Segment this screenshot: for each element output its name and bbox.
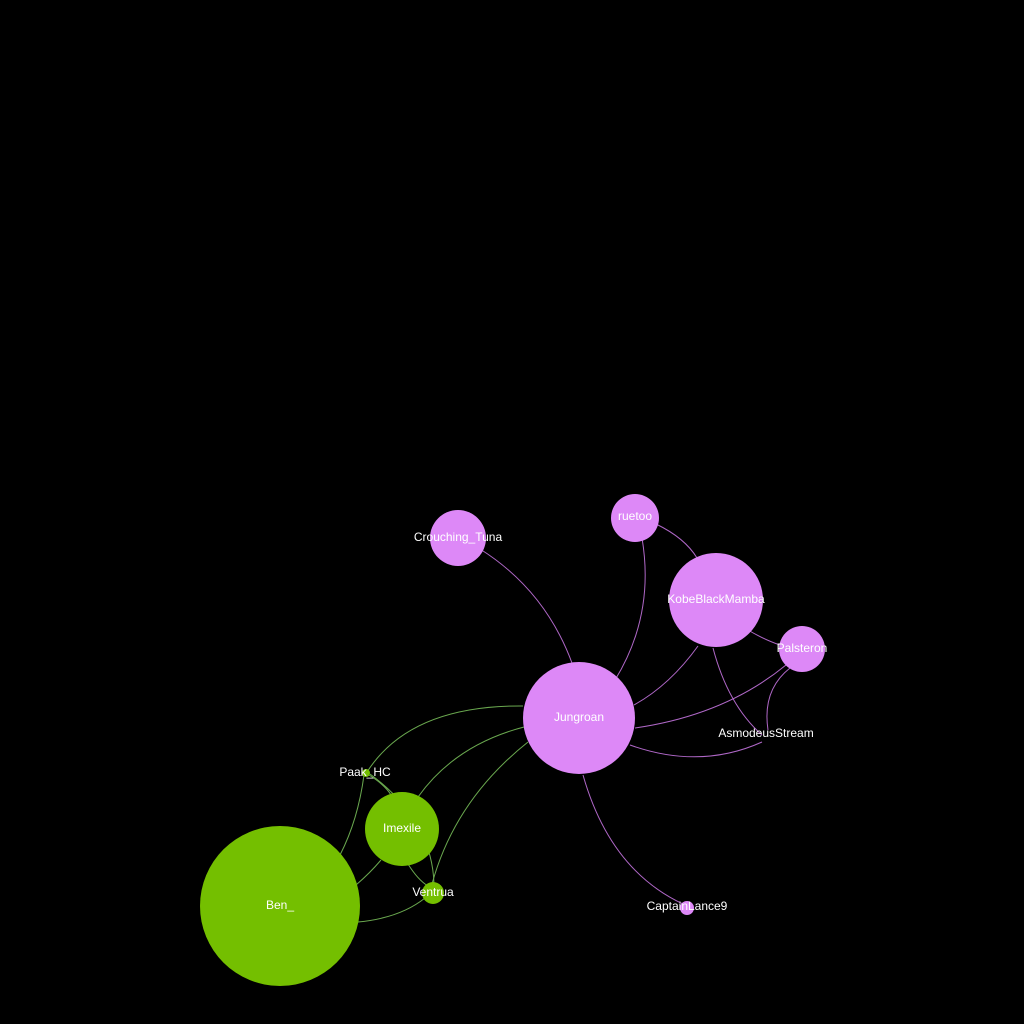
- label-ventrua: Ventrua: [412, 885, 454, 899]
- label-paak-hc: Paak_HC: [339, 765, 391, 779]
- node-captainlance9[interactable]: [680, 901, 694, 915]
- label-kobeblackmamba: KobeBlackMamba: [667, 592, 765, 606]
- labels: Crouching_Tuna ruetoo KobeBlackMamba Pal…: [266, 509, 827, 913]
- edge-palsteron-jungroan: [634, 664, 787, 729]
- node-crouching-tuna[interactable]: [430, 510, 486, 566]
- label-ruetoo: ruetoo: [618, 509, 652, 523]
- node-ruetoo[interactable]: [611, 494, 659, 542]
- edge-imexile-ben: [355, 859, 382, 886]
- node-imexile[interactable]: [365, 792, 439, 866]
- edge-jungroan-ventrua: [431, 741, 529, 885]
- node-ventrua[interactable]: [422, 882, 444, 904]
- node-ben[interactable]: [200, 826, 360, 986]
- edge-paak-ben: [339, 774, 365, 856]
- node-kobeblackmamba[interactable]: [669, 553, 763, 647]
- label-imexile: Imexile: [383, 821, 421, 835]
- edge-asmodeus-jungroan: [629, 741, 763, 758]
- edge-palsteron-asmodeus: [766, 667, 791, 731]
- label-ben: Ben_: [266, 898, 294, 912]
- node-palsteron[interactable]: [779, 626, 825, 672]
- edge-jungroan-imexile: [417, 726, 525, 798]
- node-jungroan[interactable]: [523, 662, 635, 774]
- edge-crouching-jungroan: [479, 548, 573, 664]
- label-jungroan: Jungroan: [554, 710, 604, 724]
- edge-jungroan-paak: [366, 705, 524, 773]
- label-palsteron: Palsteron: [777, 641, 828, 655]
- edge-paak-imexile: [368, 774, 392, 796]
- edge-kobe-jungroan: [633, 645, 699, 706]
- edge-ruetoo-kobe: [655, 523, 698, 559]
- label-asmodeusstream: AsmodeusStream: [718, 726, 813, 740]
- edges: [339, 523, 791, 923]
- node-paak-hc[interactable]: [362, 769, 370, 777]
- edge-ruetoo-jungroan: [614, 537, 646, 681]
- edge-jungroan-captain: [582, 774, 684, 905]
- nodes: [200, 494, 825, 986]
- label-crouching-tuna: Crouching_Tuna: [414, 530, 503, 544]
- edge-kobe-asmodeus: [712, 647, 763, 736]
- edge-kobe-palsteron: [747, 629, 781, 646]
- label-captainlance9: CaptainLance9: [647, 899, 728, 913]
- edge-ventrua-ben: [357, 897, 426, 923]
